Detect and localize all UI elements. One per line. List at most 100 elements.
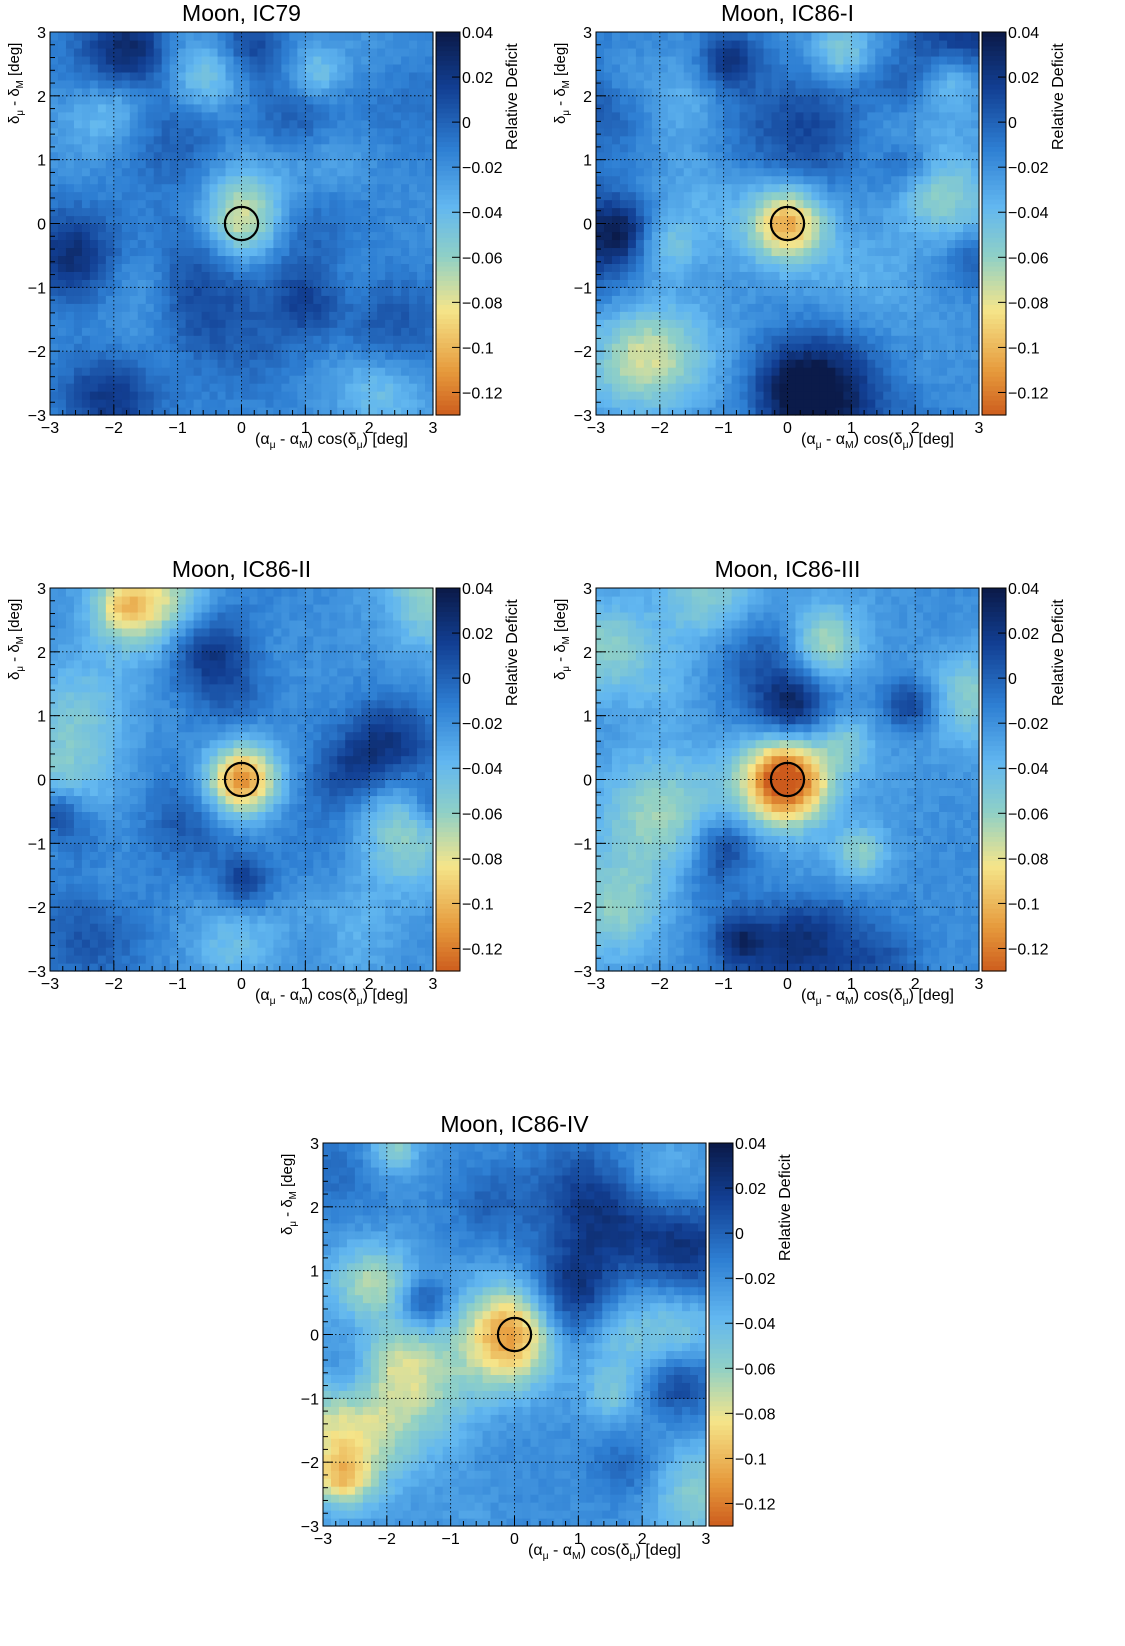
heatmap-cell (401, 375, 410, 384)
heatmap-cell (377, 143, 386, 153)
heatmap-cell (651, 167, 661, 177)
heatmap-cell (915, 119, 924, 129)
heatmap-cell (963, 183, 972, 193)
heatmap-cell (121, 303, 131, 312)
heatmap-cell (715, 375, 725, 384)
heatmap-cell (699, 87, 709, 97)
heatmap-cell (795, 351, 805, 360)
heatmap-cell (851, 367, 860, 376)
heatmap-cell (947, 271, 956, 280)
heatmap-cell (193, 223, 203, 233)
heatmap-cell (875, 223, 884, 233)
heatmap-cell (883, 215, 892, 225)
heatmap-cell (747, 335, 757, 344)
heatmap-cell (393, 191, 402, 201)
heatmap-cell (731, 247, 741, 257)
heatmap-cell (50, 319, 59, 328)
heatmap-cell (931, 327, 940, 336)
heatmap-cell (931, 255, 940, 264)
heatmap-cell (683, 175, 693, 185)
heatmap-cell (105, 39, 115, 49)
heatmap-cell (57, 95, 67, 105)
heatmap-cell (619, 55, 629, 65)
heatmap-cell (835, 127, 844, 137)
heatmap-cell (715, 255, 725, 264)
heatmap-cell (377, 231, 386, 241)
heatmap-cell (297, 55, 306, 65)
heatmap-cell (971, 79, 980, 89)
heatmap-cell (361, 47, 370, 57)
heatmap-cell (779, 55, 789, 65)
heatmap-cell (899, 271, 908, 280)
heatmap-cell (699, 95, 709, 105)
heatmap-cell (361, 335, 370, 344)
heatmap-cell (177, 87, 187, 97)
heatmap-cell (177, 303, 187, 312)
heatmap-cell (177, 391, 187, 400)
heatmap-cell (619, 71, 629, 81)
heatmap-cell (393, 119, 402, 129)
heatmap-cell (385, 159, 394, 169)
heatmap-cell (153, 191, 163, 201)
heatmap-cell (161, 103, 171, 113)
heatmap-cell (915, 343, 924, 352)
heatmap-cell (129, 335, 139, 344)
heatmap-cell (715, 279, 725, 288)
heatmap-cell (97, 32, 107, 41)
heatmap-cell (161, 263, 171, 272)
colorbar-swatch (982, 367, 1006, 373)
heatmap-cell (643, 311, 653, 320)
heatmap-cell (385, 255, 394, 264)
heatmap-cell (129, 191, 139, 201)
heatmap-cell (803, 263, 813, 272)
heatmap-cell (97, 191, 107, 201)
heatmap-cell (627, 119, 637, 129)
heatmap-cell (369, 199, 378, 209)
heatmap-cell (81, 151, 91, 161)
heatmap-cell (723, 207, 733, 217)
heatmap-cell (899, 399, 908, 408)
heatmap-cell (843, 191, 852, 201)
heatmap-cell (105, 95, 115, 105)
colorbar-swatch (982, 261, 1006, 268)
heatmap-cell (803, 135, 813, 145)
heatmap-cell (683, 111, 693, 121)
heatmap-cell (667, 143, 677, 153)
heatmap-cell (723, 391, 733, 400)
heatmap-cell (923, 303, 932, 312)
heatmap-cell (345, 327, 354, 336)
heatmap-cell (803, 335, 813, 344)
heatmap-cell (763, 263, 773, 272)
heatmap-cell (217, 127, 227, 137)
heatmap-cell (715, 343, 725, 352)
heatmap-cell (851, 375, 860, 384)
heatmap-cell (345, 335, 354, 344)
heatmap-cell (619, 399, 629, 408)
heatmap-cell (89, 111, 99, 121)
heatmap-cell (667, 263, 677, 272)
heatmap-cell (963, 79, 972, 89)
heatmap-cell (169, 319, 179, 328)
heatmap-cell (369, 359, 378, 368)
heatmap-cell (153, 95, 163, 105)
heatmap-cell (337, 159, 346, 169)
heatmap-cell (875, 327, 884, 336)
heatmap-cell (233, 391, 243, 400)
heatmap-cell (699, 103, 709, 113)
heatmap-cell (329, 319, 338, 328)
heatmap-cell (779, 351, 789, 360)
heatmap-cell (201, 183, 211, 193)
heatmap-cell (955, 95, 964, 105)
heatmap-cell (955, 223, 964, 233)
heatmap-cell (185, 231, 195, 241)
heatmap-cell (851, 399, 860, 408)
heatmap-cell (273, 311, 282, 320)
heatmap-cell (313, 271, 322, 280)
heatmap-cell (153, 343, 163, 352)
heatmap-cell (369, 239, 378, 249)
heatmap-cell (827, 343, 836, 352)
heatmap-cell (105, 327, 115, 336)
heatmap-cell (883, 319, 892, 328)
heatmap-cell (337, 127, 346, 137)
heatmap-cell (161, 239, 171, 249)
